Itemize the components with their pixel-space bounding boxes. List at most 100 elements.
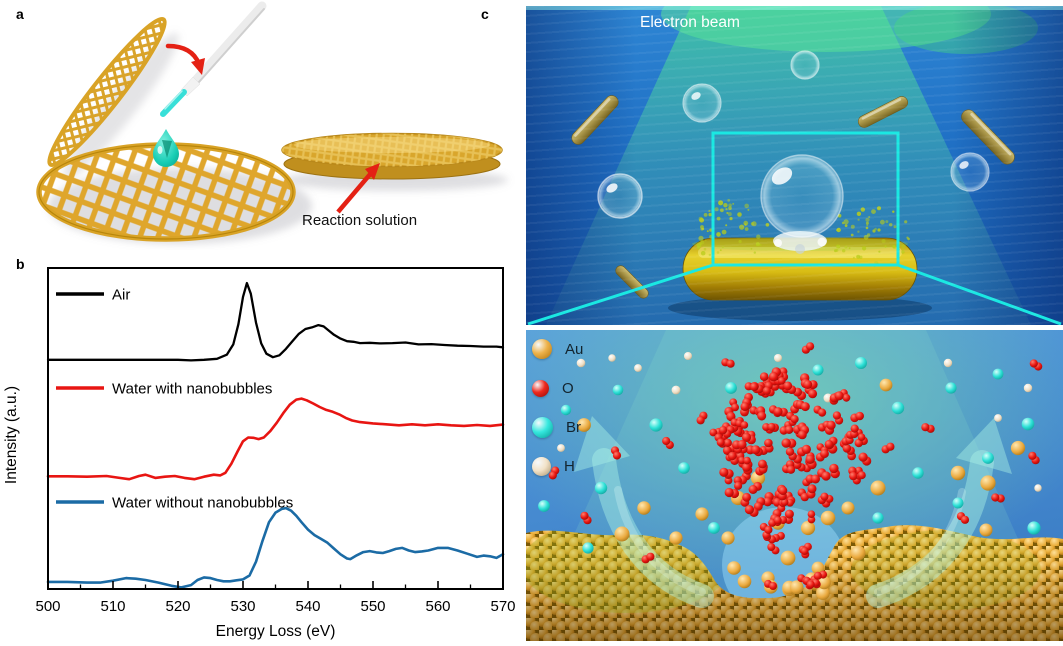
zoom-rectangle [711,131,900,267]
o2-molecule [696,416,705,425]
flip-arrow [165,43,205,75]
atom [891,401,905,415]
spectrum-curve-0 [46,281,505,362]
atom [943,358,953,368]
o2-molecule [762,386,771,395]
panel-b-label: b [16,256,25,272]
rod-shadow [668,295,932,321]
o2-molecule [857,433,866,441]
o2-molecule [737,456,746,465]
o2-molecule [821,471,831,481]
o2-molecule [832,411,841,420]
panel-a-svg [36,1,508,244]
o2-molecule [646,552,655,561]
legend-label-1: Water with nanobubbles [112,381,272,398]
o2-molecule [797,430,807,440]
atom [952,497,964,509]
central-nanobubble [760,154,844,238]
o2-molecule [728,451,737,461]
atom [678,462,690,474]
plot-box [47,267,504,590]
atom [789,580,804,594]
o2-molecule [803,380,813,389]
legend-label: Au [565,340,584,358]
atom [879,378,893,392]
o2-molecule [785,447,795,456]
atom [725,382,737,394]
atom [820,510,836,526]
x-axis-title: Energy Loss (eV) [216,623,336,640]
o2-molecule [886,442,895,451]
atom [774,354,782,362]
o2-molecule [801,444,811,454]
o2-molecule [824,440,834,449]
atom [855,357,867,369]
o2-molecule [734,481,743,490]
reaction-solution-annotation: Reaction solution [302,212,418,229]
o2-molecule [722,446,732,455]
o2-molecule [960,515,970,524]
legend-label: O [562,379,574,397]
o2-molecule [757,411,767,421]
oxygen-nanobubble-cluster [709,367,872,590]
beam-glow [661,6,991,52]
o2-molecule [820,492,829,501]
o2-molecule [850,424,859,433]
au-atom-icon [532,339,552,359]
o2-molecule [773,516,782,525]
legend-item-br: Br [532,416,583,438]
atom [980,475,996,491]
atom [695,507,709,521]
legend-item-o: O [532,378,583,398]
nanorod [857,96,909,128]
atom [850,545,866,561]
o2-molecule [743,456,751,465]
o2-molecule [800,402,810,412]
atom [608,354,616,362]
eels-spectra-svg: 500 510 520 530 540 550 560 570 Energy Loss (eV)… [3,267,516,640]
x-tick-label: 550 [360,598,385,615]
o2-molecule [612,451,622,460]
bubble [597,173,643,219]
o2-molecule [807,510,816,518]
o2-molecule [858,452,868,462]
o2-molecule [759,372,769,381]
atom [582,542,594,554]
x-tick-label: 540 [295,598,320,615]
bubble [682,83,722,123]
atom [708,522,720,534]
atom [721,531,735,545]
atom [780,550,796,566]
spectrum-curve-2 [46,506,505,589]
o2-molecule [718,426,728,435]
o2-molecule [740,421,749,429]
o2-molecule [784,425,794,434]
atom [1010,440,1026,456]
o2-molecule [750,382,759,391]
atom [538,500,550,512]
o2-molecule [580,511,589,520]
o2-molecule [805,454,815,464]
x-tick-label: 560 [425,598,450,615]
atom [1027,521,1041,535]
atom [737,574,752,589]
x-tick-label: 510 [100,598,125,615]
tilted-tem-grid [47,16,167,168]
legend-label: Br [566,418,581,436]
o2-molecule [744,505,754,515]
atom [612,384,624,396]
atom [576,358,586,368]
o2-molecule [763,497,773,507]
atom [577,418,591,432]
o2-molecule [716,438,725,447]
o2-molecule [991,493,1000,502]
o2-molecule [709,428,718,437]
atom [817,575,831,590]
x-tick-label: 570 [490,598,515,615]
panel-a-illustration [0,0,530,250]
atom [1023,383,1033,393]
atom [841,501,855,515]
reaction-solution-arrow [336,163,380,214]
o2-molecule [855,411,864,421]
panel-c-overview-scene: Electron beam [526,6,1063,325]
